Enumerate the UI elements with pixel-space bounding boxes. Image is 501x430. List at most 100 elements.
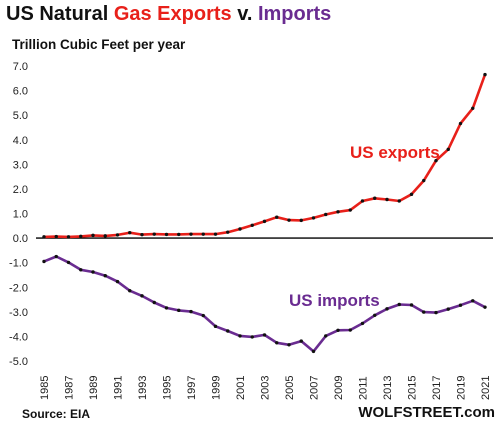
data-point [422, 178, 426, 183]
x-tick-label: 2015 [407, 376, 419, 400]
title-part-0: US Natural [6, 3, 114, 25]
x-tick-label: 2019 [456, 376, 468, 400]
data-point [115, 279, 120, 284]
y-tick-label: 3.0 [13, 159, 28, 171]
data-point [324, 212, 328, 217]
data-point [42, 259, 46, 264]
data-point [66, 235, 71, 239]
data-point [299, 218, 303, 223]
x-tick-label: 1989 [88, 376, 100, 400]
data-point [140, 294, 144, 298]
y-tick-label: 6.0 [13, 86, 28, 98]
data-point [434, 310, 438, 315]
data-point [115, 233, 120, 237]
data-point [189, 309, 193, 314]
data-point [471, 299, 475, 303]
data-point [152, 232, 156, 236]
data-point [275, 341, 279, 345]
data-point [409, 192, 414, 197]
x-tick-label: 1987 [64, 376, 76, 400]
data-point [103, 234, 107, 238]
data-point [373, 196, 377, 200]
x-tick-label: 2001 [235, 376, 247, 400]
data-point [79, 268, 83, 272]
y-tick-label: -2.0 [9, 282, 28, 294]
x-tick-label: 1993 [137, 376, 149, 400]
data-point [91, 270, 95, 274]
data-point [164, 232, 169, 237]
y-tick-label: 1.0 [13, 209, 28, 221]
data-point [422, 310, 426, 314]
data-point [373, 313, 377, 317]
data-point [238, 334, 242, 338]
x-tick-label: 2011 [358, 376, 370, 400]
data-point [471, 106, 475, 110]
data-point [140, 232, 144, 237]
y-tick-label: 7.0 [13, 61, 28, 73]
data-point [324, 334, 328, 338]
data-point [397, 199, 401, 203]
data-point [213, 232, 218, 236]
data-point [446, 147, 450, 152]
data-point [103, 273, 107, 278]
data-point [238, 227, 242, 231]
data-point [201, 313, 205, 318]
data-point [213, 324, 218, 329]
title-part-2: v. [231, 3, 258, 25]
data-point [177, 232, 181, 237]
data-point [91, 233, 95, 238]
data-point [152, 300, 156, 305]
x-tick-label: 2017 [431, 376, 443, 400]
data-point [360, 199, 365, 203]
y-tick-label: -5.0 [9, 356, 28, 368]
x-tick-label: 2009 [333, 376, 345, 400]
series-label-0: US exports [350, 143, 440, 162]
data-point [348, 328, 352, 332]
title-part-1: Gas Exports [113, 3, 232, 25]
data-point [336, 210, 340, 214]
series-label-1: US imports [289, 291, 380, 310]
chart-title: US Natural Gas Exports v. Imports [6, 3, 331, 26]
y-tick-label: 5.0 [13, 110, 28, 122]
data-point [434, 158, 438, 163]
data-point [483, 72, 487, 77]
data-point [128, 288, 132, 293]
y-axis-ticks: 7.0 6.0 5.0 4.0 3.0 2.0 1.0 0.0 -1.0 -2.0 -3.0 -4.0… [9, 61, 28, 368]
data-point [287, 343, 291, 347]
data-point [54, 254, 58, 259]
y-tick-label: -1.0 [9, 258, 28, 270]
data-point [385, 307, 389, 311]
x-axis-ticks: 1985 1987 1989 1991 1993 1995 1997 1999 2001 2003… [39, 376, 492, 400]
data-point [348, 208, 352, 212]
data-point [189, 232, 193, 236]
series-labels: US exports US imports [289, 143, 440, 310]
data-point [250, 335, 254, 339]
x-tick-label: 1997 [186, 376, 198, 400]
data-point [446, 307, 450, 311]
x-tick-label: 2021 [480, 376, 492, 400]
y-tick-label: -3.0 [9, 307, 28, 319]
x-tick-label: 2013 [382, 376, 394, 400]
series-layer [42, 72, 487, 354]
data-point [409, 303, 414, 307]
data-point [177, 308, 181, 313]
x-tick-label: 1991 [113, 376, 125, 400]
data-point [483, 305, 487, 309]
y-tick-label: -4.0 [9, 331, 28, 343]
data-point [201, 232, 205, 236]
data-point [262, 333, 267, 337]
data-point [336, 328, 340, 332]
x-tick-label: 1995 [162, 376, 174, 400]
source-note: Source: EIA [22, 407, 91, 421]
series-line-1 [42, 255, 487, 353]
data-point [66, 260, 71, 265]
chart-subtitle: Trillion Cubic Feet per year [12, 37, 186, 52]
data-point [287, 218, 291, 222]
x-tick-label: 2003 [260, 376, 272, 400]
watermark: WOLFSTREET.com [358, 404, 495, 421]
data-point [128, 230, 132, 235]
data-point [54, 234, 58, 239]
title-part-3: Imports [257, 3, 332, 25]
data-point [226, 329, 230, 333]
